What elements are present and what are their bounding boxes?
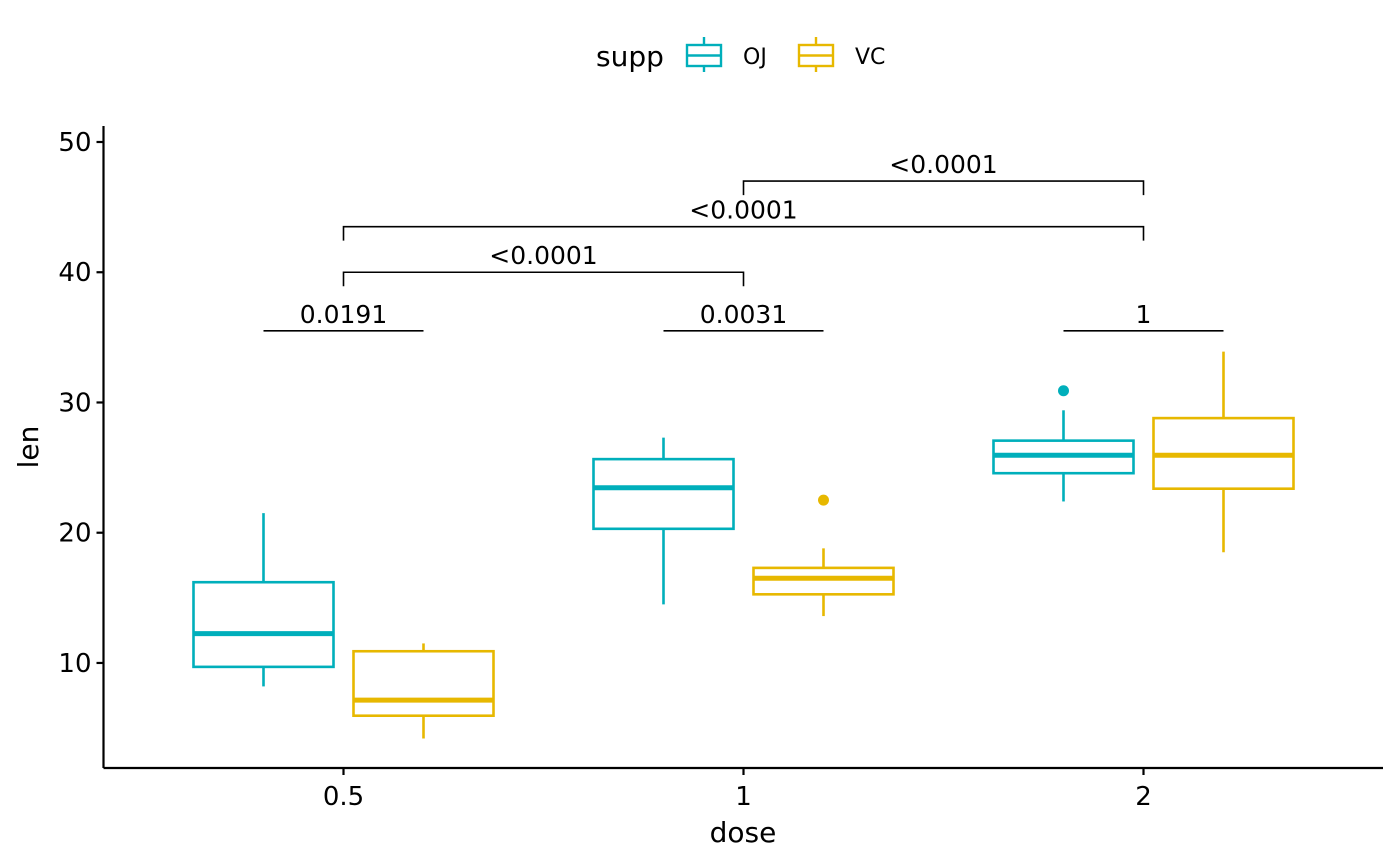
comparison-bracket: <0.0001	[342, 241, 745, 287]
bracket-line	[342, 225, 1145, 241]
outlier-point	[1058, 385, 1069, 397]
x-tick-label: 0.5	[323, 782, 364, 812]
legend-items: OJ VC	[685, 37, 885, 72]
y-tick-label: 10	[58, 649, 91, 679]
legend-title: supp	[596, 40, 664, 73]
box-body	[592, 457, 735, 531]
p-value-label: <0.0001	[489, 241, 597, 270]
p-value-label: <0.0001	[689, 196, 797, 225]
legend-item-vc: VC	[797, 37, 885, 72]
box-oj-1	[592, 437, 735, 605]
box-body	[352, 649, 495, 718]
bracket-line	[742, 180, 1145, 196]
y-tick-label: 20	[58, 519, 91, 549]
p-value-label: 0.0191	[300, 300, 387, 329]
y-tick-label: 30	[58, 388, 91, 418]
p-value-label: 1	[1136, 300, 1152, 329]
box-vc-0.5	[352, 643, 495, 739]
legend: supp OJ VC	[596, 37, 885, 73]
box-vc-1	[752, 494, 895, 617]
bracket-line	[342, 271, 745, 287]
box-oj-2	[992, 385, 1135, 502]
legend-item-oj: OJ	[685, 37, 767, 72]
x-tick-label: 1	[735, 782, 752, 812]
x-tick-label: 2	[1135, 782, 1152, 812]
y-tick-label: 50	[58, 128, 91, 158]
y-tick-label: 40	[58, 258, 91, 288]
legend-label: OJ	[743, 45, 767, 70]
boxes	[192, 351, 1295, 739]
comparison-bracket: 1	[1063, 300, 1224, 332]
legend-label: VC	[855, 45, 885, 70]
comparison-brackets: 0.0191 0.0031 1 <0.0001 <0.0001 <0.0001	[263, 150, 1224, 332]
plot-area: 10 20 30 40 50 0.5 1 2 0.0191 0.0031 1 <0.0001 <0.…	[58, 126, 1383, 812]
box-body	[192, 580, 335, 669]
p-value-label: <0.0001	[889, 150, 997, 179]
box-body	[752, 566, 895, 596]
box-vc-2	[1152, 351, 1295, 553]
comparison-bracket: 0.0191	[263, 300, 424, 332]
comparison-bracket: <0.0001	[342, 196, 1145, 241]
y-axis-title: len	[12, 426, 45, 469]
comparison-bracket: <0.0001	[742, 150, 1145, 196]
comparison-bracket: 0.0031	[663, 300, 824, 332]
p-value-label: 0.0031	[700, 300, 787, 329]
y-ticks: 10 20 30 40 50	[58, 128, 104, 679]
x-axis-title: dose	[710, 816, 777, 849]
x-ticks: 0.5 1 2	[323, 768, 1152, 812]
outlier-point	[818, 494, 829, 506]
box-oj-0.5	[192, 513, 335, 687]
